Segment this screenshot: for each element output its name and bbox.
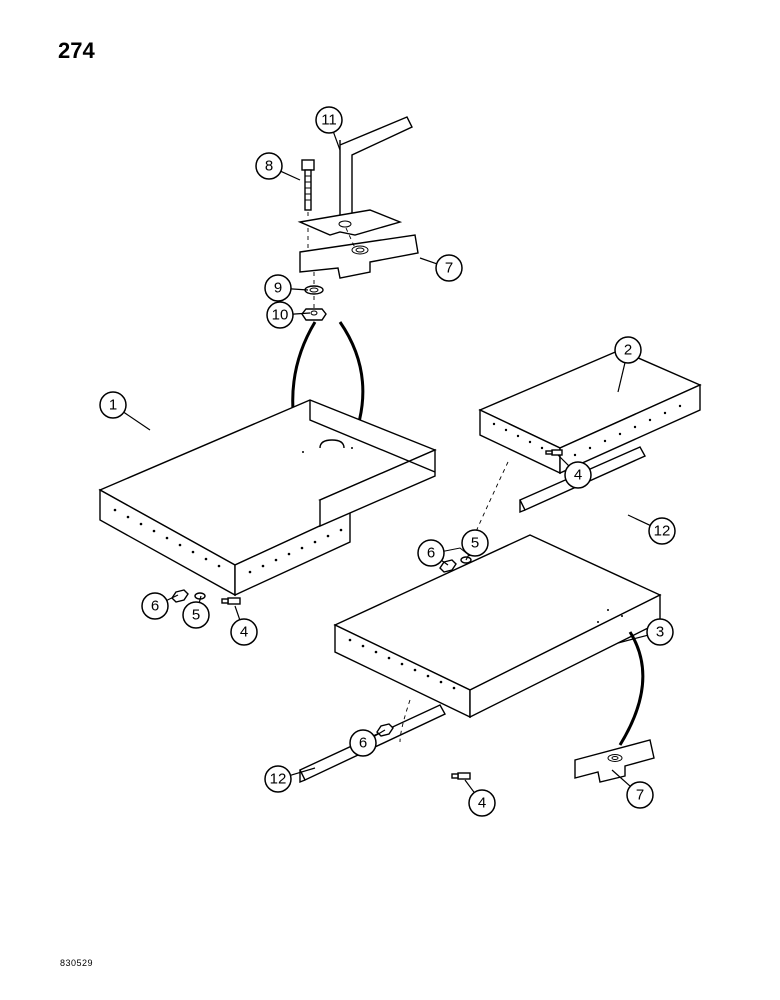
callout-label-4: 4	[574, 467, 582, 484]
callout-leader	[281, 171, 300, 180]
callout-label-5: 5	[192, 607, 200, 624]
diagram-page: 274 830529	[0, 0, 780, 1000]
hardware-panel-3-front	[377, 724, 470, 779]
callout-label-12: 12	[654, 523, 671, 540]
part-10-nut	[302, 296, 326, 320]
callout-label-1: 1	[109, 397, 117, 414]
callout-label-9: 9	[274, 280, 282, 297]
callout-label-7: 7	[445, 260, 453, 277]
callout-label-11: 11	[321, 112, 337, 129]
callout-label-5: 5	[471, 535, 479, 552]
callout-label-10: 10	[272, 307, 289, 324]
callout-leader	[628, 515, 650, 525]
callout-label-4: 4	[240, 624, 248, 641]
callout-label-4: 4	[478, 795, 486, 812]
callout-label-2: 2	[624, 342, 632, 359]
part-9-washer	[305, 272, 323, 294]
callout-label-6: 6	[427, 545, 435, 562]
callout-label-6: 6	[359, 735, 367, 752]
part-7-lower-bracket	[575, 740, 654, 782]
part-7-upper-bracket	[300, 228, 418, 278]
part-11-lever	[340, 117, 412, 225]
callout-leader	[420, 258, 437, 264]
part-2-rear-panel	[480, 350, 700, 473]
part-top-plate	[300, 210, 400, 235]
callout-leader	[124, 412, 150, 430]
part-3-front-panel	[335, 535, 660, 717]
callout-label-12: 12	[270, 771, 287, 788]
part-1-left-panel	[100, 400, 435, 595]
callout-label-7: 7	[636, 787, 644, 804]
callout-label-6: 6	[151, 598, 159, 615]
hardware-panel-2	[546, 450, 562, 455]
callout-leader	[235, 606, 240, 620]
callout-leader	[465, 780, 474, 793]
callout-label-3: 3	[656, 624, 664, 641]
callout-label-8: 8	[265, 158, 273, 175]
callout-leader	[333, 132, 340, 150]
exploded-view-svg: 12344455666778910111212	[0, 0, 780, 1000]
part-8-bolt	[302, 160, 314, 258]
